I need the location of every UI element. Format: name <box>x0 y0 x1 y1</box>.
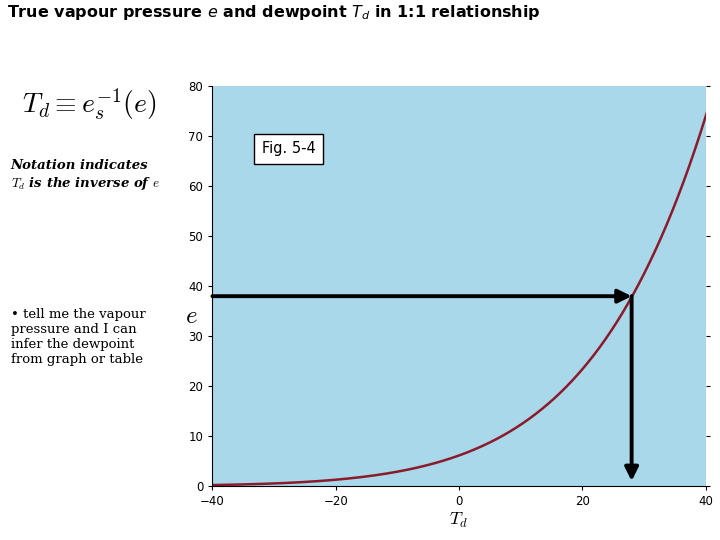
Text: True vapour pressure $e$ and dewpoint $T_d$ in 1:1 relationship: True vapour pressure $e$ and dewpoint $T… <box>7 3 541 22</box>
Text: $e$: $e$ <box>185 304 198 328</box>
Text: $T_d \equiv e_s^{-1}(e)$: $T_d \equiv e_s^{-1}(e)$ <box>22 86 157 122</box>
Text: • tell me the vapour
pressure and I can
infer the dewpoint
from graph or table: • tell me the vapour pressure and I can … <box>11 308 145 366</box>
Text: Notation indicates
$T_d$ is the inverse of $e$: Notation indicates $T_d$ is the inverse … <box>11 159 160 192</box>
Text: Fig. 5-4: Fig. 5-4 <box>262 141 315 157</box>
X-axis label: $T_d$: $T_d$ <box>449 511 469 530</box>
